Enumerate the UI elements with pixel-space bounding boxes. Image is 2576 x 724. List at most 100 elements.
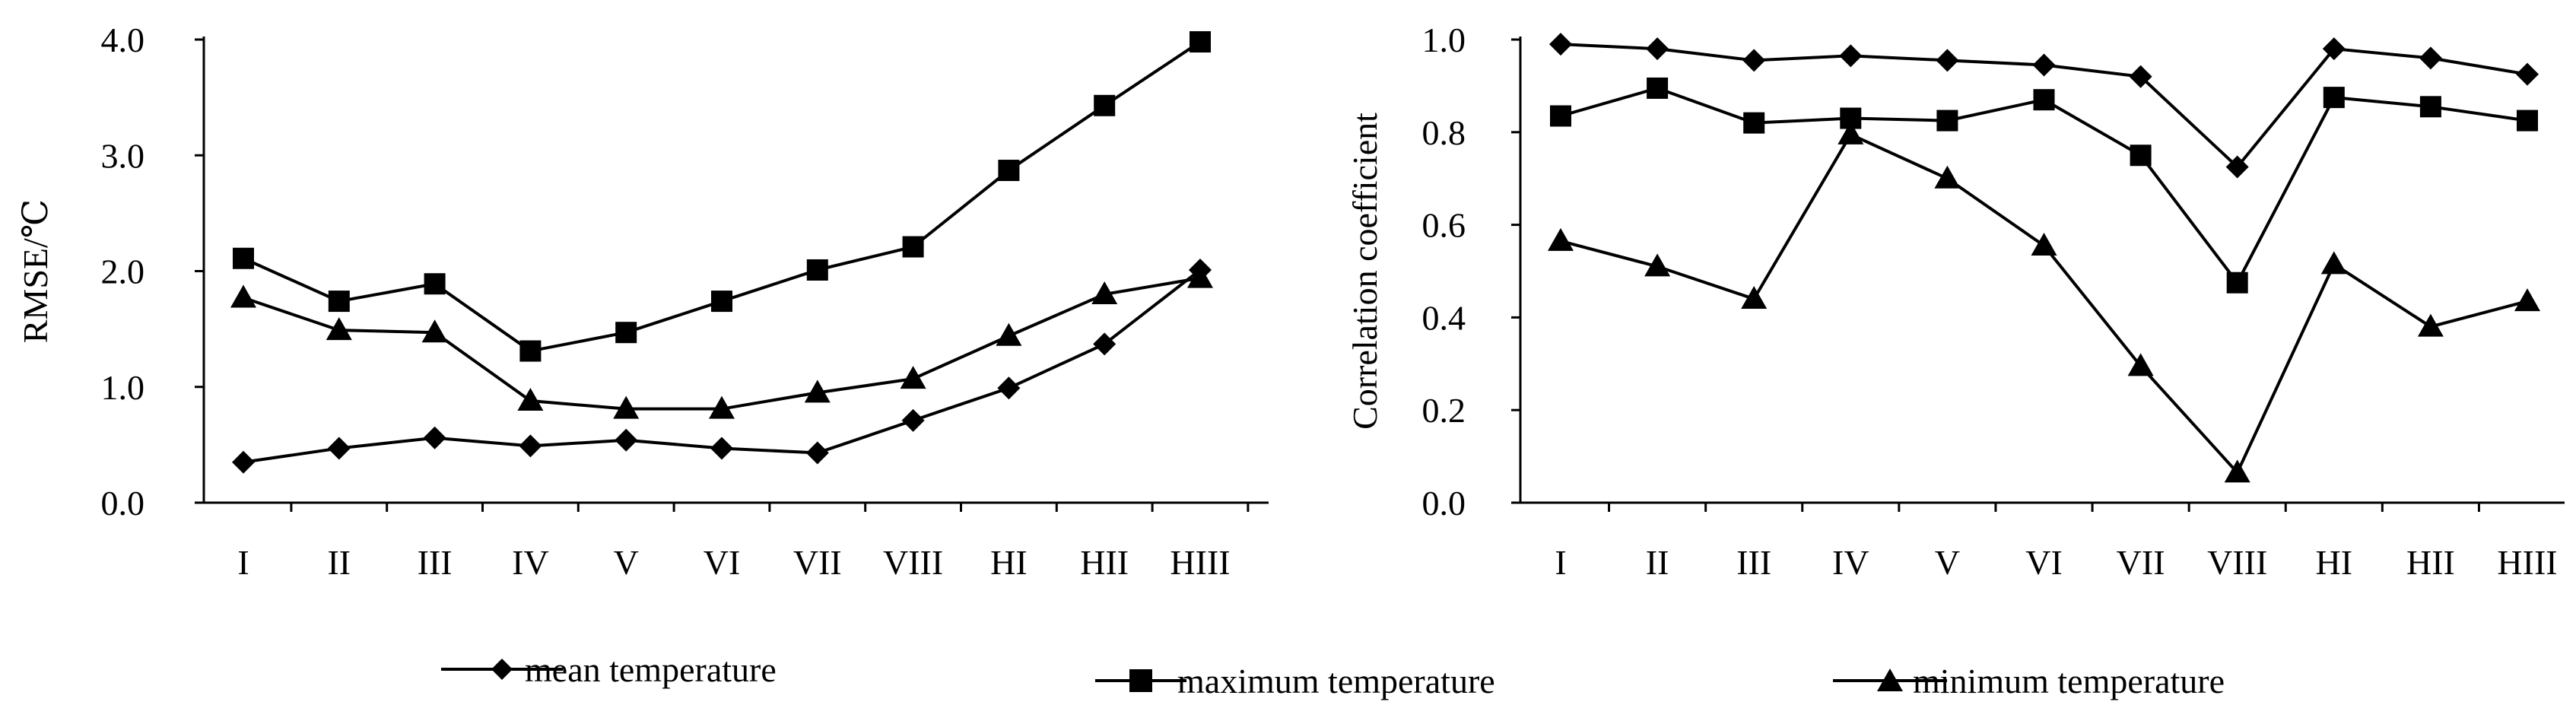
y-tick-label: 2.0: [101, 252, 145, 291]
point-mean: [2516, 62, 2539, 86]
point-minimum: [2031, 233, 2057, 256]
y-axis-label: RMSE/℃: [16, 199, 55, 344]
x-tick-label: HIII: [2497, 543, 2557, 582]
y-tick-label: 0.0: [1422, 484, 1466, 522]
point-minimum: [1644, 253, 1671, 277]
point-minimum: [2320, 251, 2347, 275]
point-maximum: [519, 340, 542, 362]
x-tick-label: I: [1555, 543, 1566, 582]
point-maximum: [2033, 89, 2055, 111]
y-tick-label: 3.0: [101, 136, 145, 175]
point-maximum: [1094, 94, 1116, 116]
y-tick-label: 4.0: [101, 21, 145, 59]
point-mean: [2032, 53, 2056, 77]
point-maximum: [424, 273, 446, 295]
point-mean: [423, 426, 446, 449]
point-mean: [1839, 44, 1863, 68]
point-minimum: [1934, 165, 1961, 189]
point-mean: [901, 408, 925, 432]
legend-label-mean: mean temperature: [525, 650, 777, 689]
x-tick-label: III: [418, 543, 453, 582]
series-line-minimum: [1560, 132, 2528, 475]
x-tick-label: VI: [704, 543, 741, 582]
point-minimum: [804, 379, 831, 403]
x-tick-label: VII: [2117, 543, 2165, 582]
point-minimum: [1187, 265, 1213, 288]
point-maximum: [902, 236, 924, 258]
y-tick-label: 1.0: [101, 368, 145, 407]
legend-marker-triangle-icon: [1877, 668, 1903, 691]
y-tick-label: 1.0: [1422, 21, 1466, 59]
legend-label-maximum: maximum temperature: [1177, 662, 1495, 700]
point-minimum: [1091, 281, 1118, 304]
point-mean: [2129, 65, 2152, 88]
x-tick-label: VIII: [2207, 543, 2267, 582]
legend-item-minimum: minimum temperature: [1833, 662, 2225, 700]
y-tick-label: 0.0: [101, 484, 145, 522]
point-mean: [519, 434, 542, 458]
x-tick-label: HI: [990, 543, 1028, 582]
y-tick-label: 0.6: [1422, 206, 1466, 245]
x-tick-label: HII: [2406, 543, 2455, 582]
x-tick-label: IV: [512, 543, 549, 582]
point-maximum: [328, 291, 350, 313]
y-tick-label: 0.2: [1422, 391, 1466, 430]
point-minimum: [2224, 459, 2250, 483]
y-axis-label: Correlation coefficient: [1345, 113, 1384, 430]
point-mean: [710, 437, 733, 460]
point-mean: [997, 376, 1021, 400]
point-maximum: [806, 259, 828, 281]
point-minimum: [709, 395, 735, 419]
point-maximum: [2323, 87, 2345, 109]
point-minimum: [2417, 313, 2444, 337]
point-minimum: [326, 317, 352, 341]
x-tick-label: VIII: [883, 543, 943, 582]
point-mean: [805, 441, 829, 465]
legend: mean temperature maximum temperature min…: [441, 650, 2225, 700]
point-maximum: [233, 247, 254, 269]
point-minimum: [900, 366, 926, 389]
point-minimum: [1838, 121, 1864, 144]
point-minimum: [230, 284, 256, 308]
y-tick-label: 0.8: [1422, 113, 1466, 152]
point-mean: [327, 437, 351, 460]
x-tick-label: VI: [2025, 543, 2063, 582]
point-maximum: [1743, 112, 1765, 134]
point-maximum: [615, 322, 637, 344]
point-maximum: [998, 160, 1020, 182]
point-mean: [615, 428, 638, 452]
point-maximum: [711, 291, 732, 313]
point-mean: [1936, 49, 1959, 72]
point-maximum: [1647, 77, 1669, 99]
point-mean: [1549, 33, 1572, 56]
x-tick-label: HIII: [1170, 543, 1230, 582]
legend-marker-square-icon: [1129, 669, 1152, 692]
x-tick-label: HII: [1080, 543, 1129, 582]
point-minimum: [1548, 227, 1574, 251]
point-minimum: [1741, 286, 1768, 310]
correlation-chart: 0.00.20.40.60.81.0I II III IV V VI VII VIII HI HI…: [1345, 21, 2565, 582]
point-maximum: [1550, 105, 1571, 127]
point-mean: [1742, 49, 1766, 72]
x-tick-label: V: [614, 543, 639, 582]
legend-label-minimum: minimum temperature: [1913, 662, 2225, 700]
point-minimum: [996, 322, 1022, 346]
legend-item-mean: mean temperature: [441, 650, 777, 689]
point-mean: [2419, 46, 2442, 70]
point-maximum: [2517, 110, 2538, 132]
point-minimum: [2127, 353, 2154, 376]
x-tick-label: HI: [2316, 543, 2353, 582]
point-maximum: [2130, 144, 2152, 167]
legend-item-maximum: maximum temperature: [1095, 662, 1495, 700]
point-minimum: [613, 395, 640, 419]
point-maximum: [2419, 96, 2441, 118]
x-tick-label: II: [1646, 543, 1669, 582]
point-minimum: [517, 388, 544, 411]
point-maximum: [1936, 110, 1958, 132]
point-minimum: [421, 319, 448, 343]
point-mean: [2225, 155, 2249, 179]
x-tick-label: VII: [793, 543, 842, 582]
point-mean: [1646, 37, 1669, 61]
point-minimum: [2514, 288, 2540, 312]
